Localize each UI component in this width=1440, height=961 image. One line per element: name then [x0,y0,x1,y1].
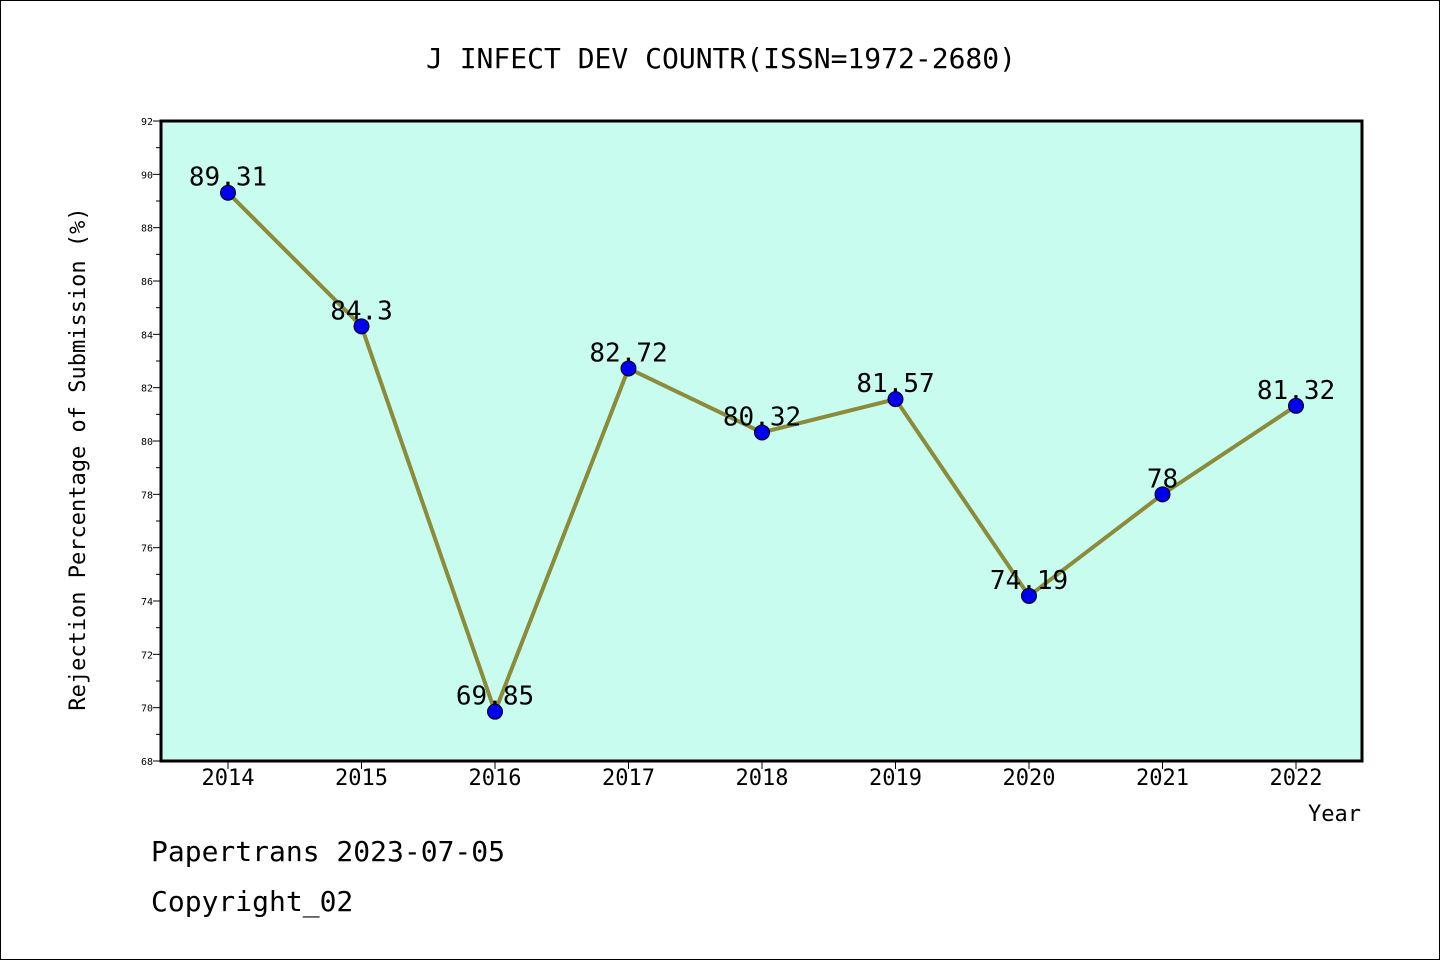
y-tick-label: 80 [141,437,153,448]
y-tick-label: 84 [141,330,153,341]
data-point [620,360,637,377]
plot-area [159,119,1364,763]
data-label: 69.85 [456,682,534,712]
x-axis-label: Year [1308,802,1361,827]
data-label: 81.32 [1257,376,1335,406]
y-axis-label: Rejection Percentage of Submission (%) [66,207,91,710]
x-tick-label: 2018 [736,766,789,791]
data-point [487,703,503,720]
y-tick-label: 82 [141,384,153,395]
y-tick-label: 86 [141,277,153,288]
data-label: 82.72 [589,338,667,368]
x-tick-label: 2020 [1003,766,1056,791]
data-label: 81.57 [856,369,934,399]
x-tick-label: 2014 [202,766,255,791]
y-tick-label: 70 [141,704,153,715]
y-tick-label: 90 [141,170,153,181]
footer-date: Papertrans 2023-07-05 [151,835,506,868]
y-tick-label: 68 [141,757,153,768]
y-tick-label: 72 [141,650,153,661]
y-axis: 68 70 72 74 76 78 80 82 84 86 88 90 92 [141,117,161,768]
data-labels: 89.31 84.3 69.85 82.72 80.32 81.57 74.19 78 81.3… [189,163,1335,712]
y-tick-label: 78 [141,490,153,501]
data-point [1288,397,1304,414]
x-tick-label: 2022 [1270,766,1323,791]
y-tick-label: 76 [141,544,153,555]
y-tick-label: 92 [141,117,153,128]
data-label: 80.32 [723,402,801,432]
data-label: 74.19 [990,566,1068,596]
data-point [353,318,370,335]
y-tick-label: 88 [141,224,153,235]
data-point [220,184,236,201]
data-point [754,424,770,441]
x-tick-label: 2017 [602,766,655,791]
data-point [1154,486,1171,503]
data-label: 89.31 [189,163,267,193]
data-label: 78 [1147,464,1178,494]
footer-copyright: Copyright_02 [151,885,354,918]
chart-title: J INFECT DEV COUNTR(ISSN=1972-2680) [426,42,1016,75]
x-tick-label: 2019 [869,766,922,791]
y-tick-label: 74 [141,597,153,608]
data-point [1021,587,1037,604]
x-axis: 2014 2015 2016 2017 2018 2019 2020 2021 2022 [202,761,1323,791]
data-label: 84.3 [330,296,393,326]
x-tick-label: 2016 [469,766,522,791]
series-markers [220,184,1304,720]
data-point [887,391,904,408]
x-tick-label: 2015 [335,766,388,791]
x-tick-label: 2021 [1136,766,1189,791]
